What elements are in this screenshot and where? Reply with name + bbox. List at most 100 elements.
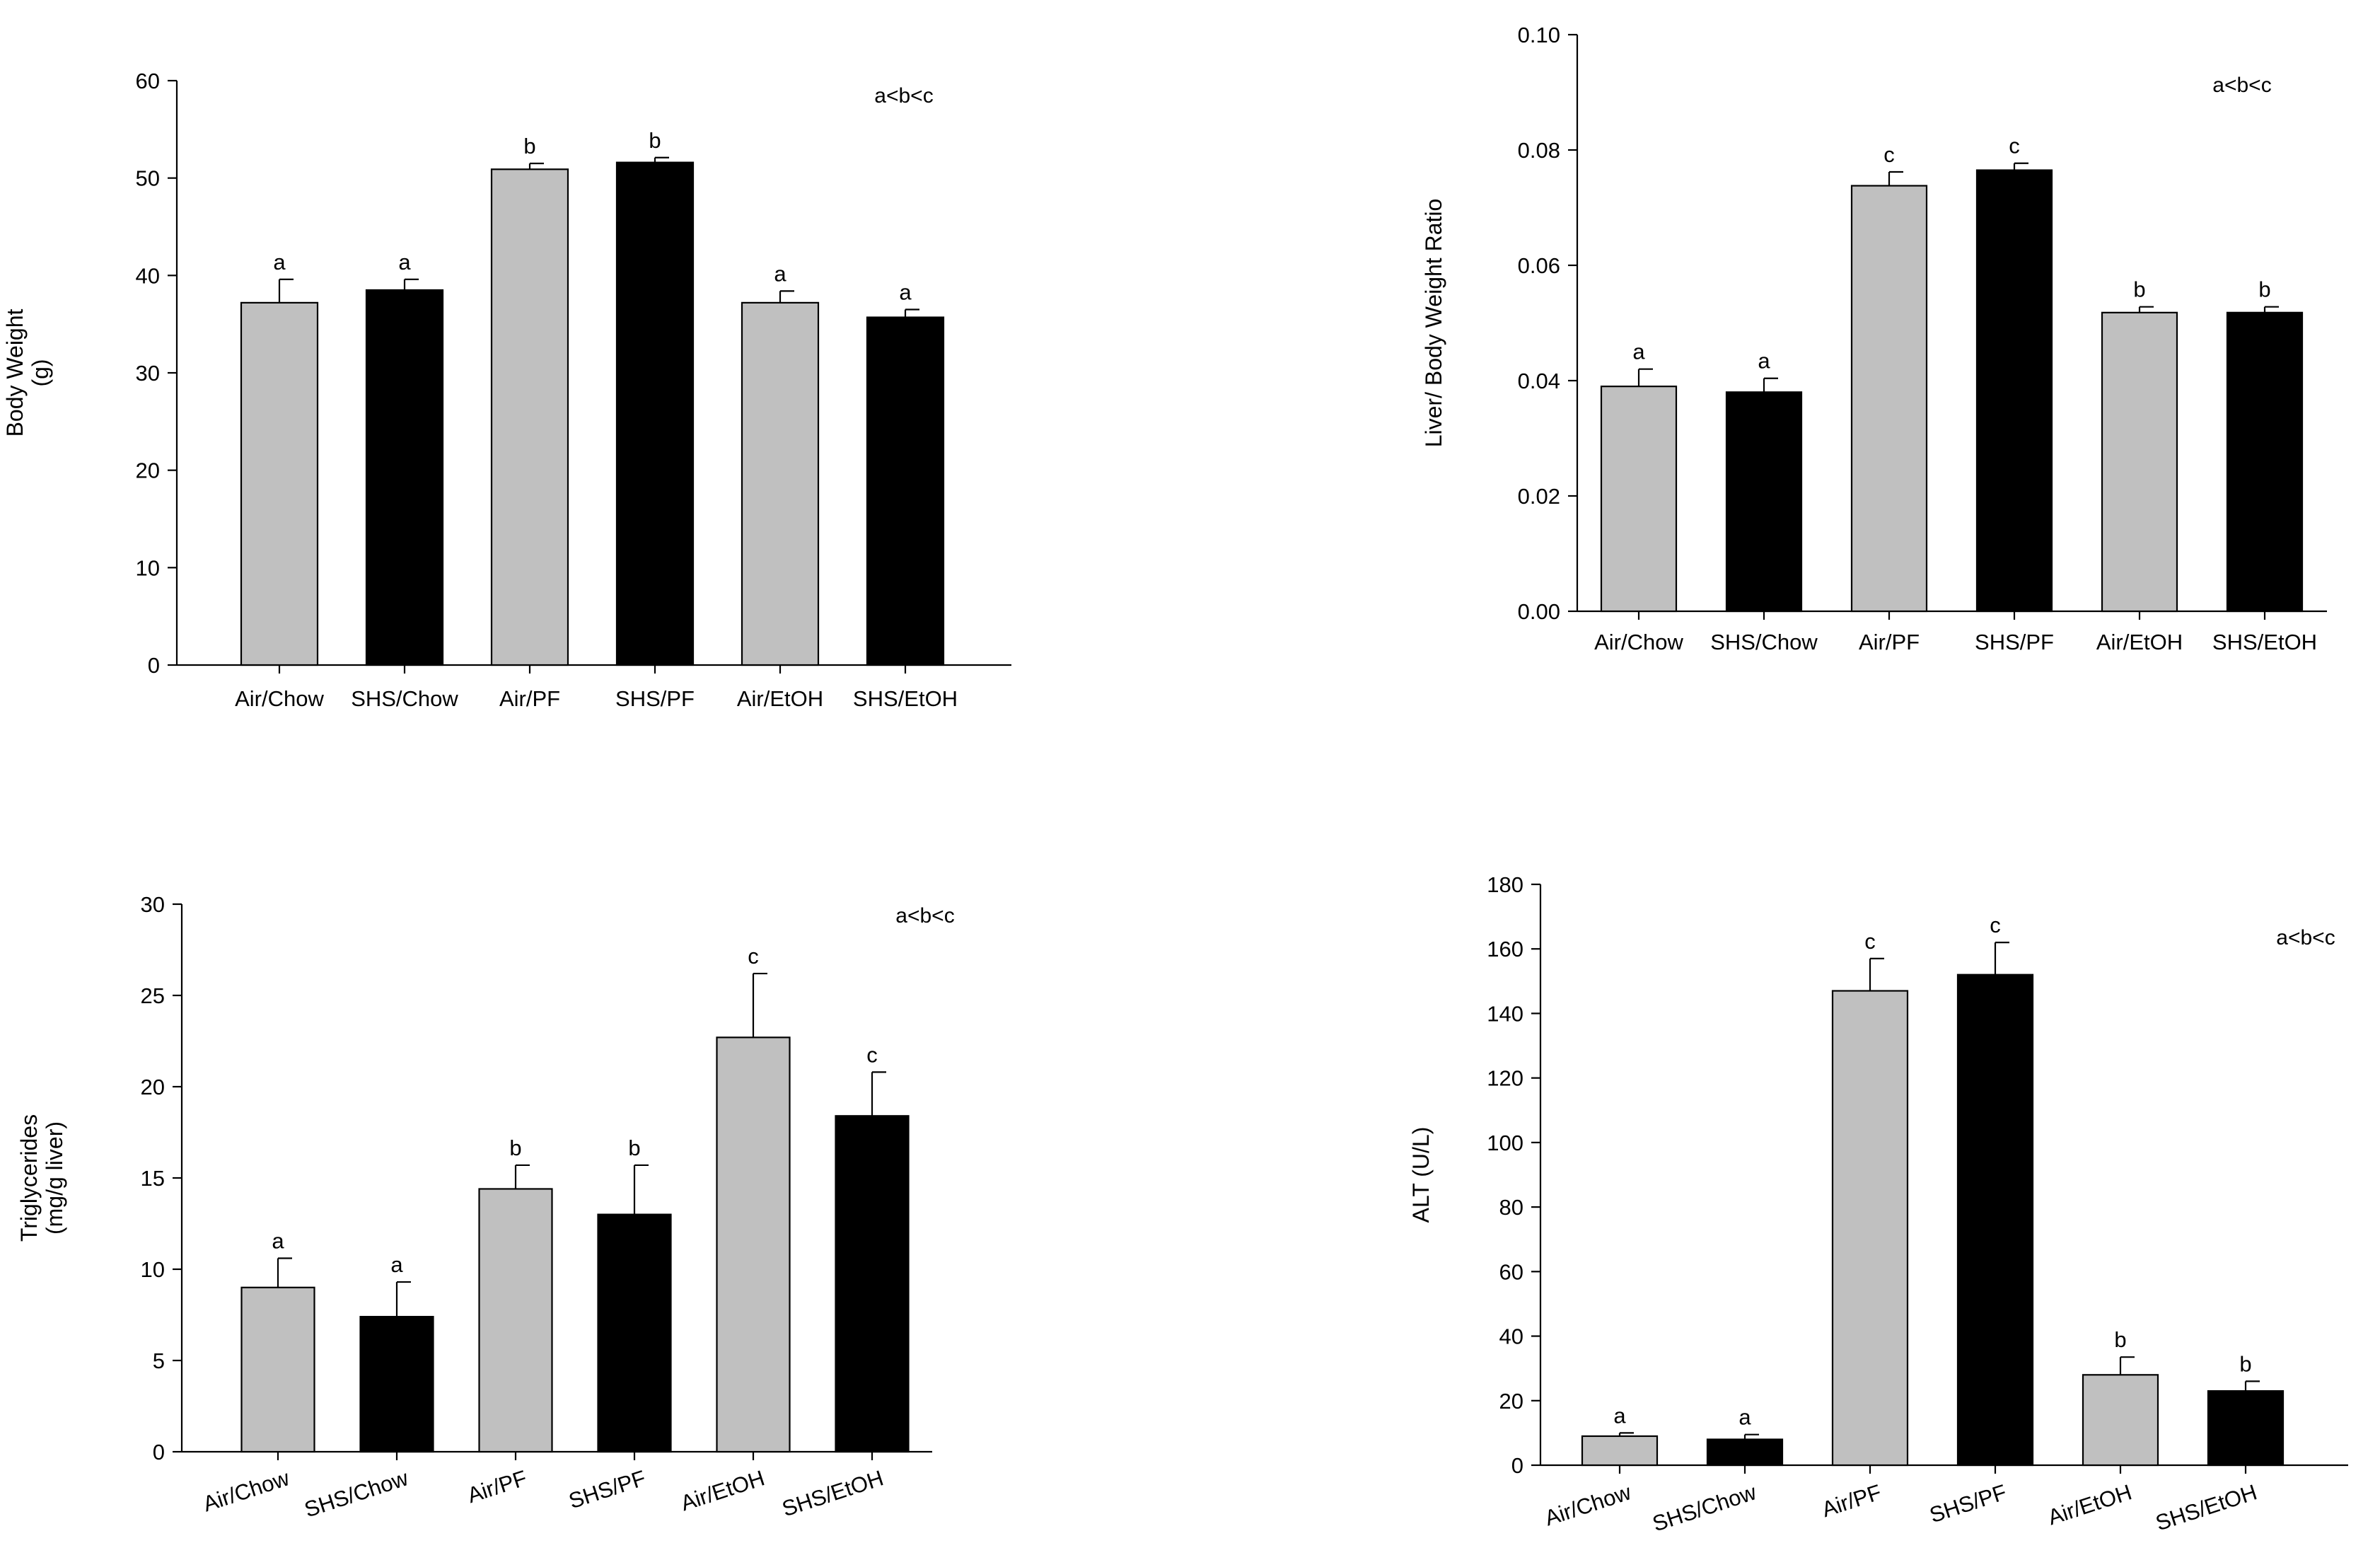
y-tick-label: 15 [141,1166,165,1191]
bar-shs-chow [1706,1438,1784,1467]
group-letter: b [509,1136,521,1160]
x-tick-label: Air/PF [464,1465,530,1508]
group-letter: c [748,944,759,969]
group-letter: b [2239,1351,2251,1376]
group-letter: c [1864,929,1876,954]
bar-shs-chow [1725,391,1803,613]
y-tick-label: 10 [141,1257,165,1282]
group-letter: c [2009,134,2020,158]
bar-shs-pf [1956,973,2034,1467]
y-tick-label: 20 [136,458,160,483]
bar-shs-etoh [2207,1389,2285,1467]
group-letter: b [2258,277,2270,302]
x-tick-label: SHS/PF [566,1465,649,1513]
bar-air-chow [240,301,319,666]
bar-air-pf [490,168,569,666]
y-axis-title: Body Weight [2,308,28,437]
y-tick-label: 80 [1499,1195,1523,1220]
group-letter: a [899,280,912,305]
x-tick-label: SHS/EtOH [853,686,958,711]
panel-body-weight: 0 10 20 30 40 50 60 Body Weight (g) a<b<c a Air/Cho… [2,69,1011,711]
y-tick-label: 60 [136,69,160,93]
x-tick-label: SHS/Chow [301,1465,412,1522]
y-tick-label: 0.00 [1518,599,1560,624]
group-letter: a [1613,1403,1626,1428]
group-letter: a [774,261,786,286]
x-tick-label: SHS/Chow [1649,1479,1760,1536]
y-tick-label: 180 [1487,872,1523,897]
bar-air-chow [1581,1435,1659,1467]
significance-note: a<b<c [874,84,933,108]
group-letter: a [390,1252,403,1277]
y-tick-label: 25 [141,983,165,1008]
group-letter: b [628,1136,640,1160]
bar-shs-pf [597,1213,672,1453]
group-letter: b [523,134,535,158]
x-tick-label: Air/Chow [1542,1479,1635,1530]
y-tick-label: 0.04 [1518,369,1560,393]
y-tick-label: 30 [136,361,160,386]
x-tick-label: Air/EtOH [678,1465,767,1515]
y-tick-label: 40 [136,263,160,288]
bar-shs-etoh [2226,311,2304,613]
x-tick-label: SHS/PF [1927,1479,2009,1527]
y-tick-label: 30 [141,892,165,917]
x-tick-label: Air/Chow [200,1465,293,1516]
y-tick-label: 0 [148,653,160,678]
y-axis-title: ALT (U/L) [1408,1127,1434,1223]
y-tick-label: 20 [1499,1389,1523,1414]
y-tick-label: 140 [1487,1001,1523,1026]
group-letter: c [1883,142,1895,167]
group-letter: a [1758,349,1770,374]
x-tick-label: SHS/PF [615,686,695,711]
group-letter: b [2133,277,2145,302]
x-tick-label: SHS/Chow [351,686,458,711]
bar-air-chow [240,1286,315,1453]
x-tick-label: SHS/EtOH [779,1465,886,1521]
y-tick-label: 0.06 [1518,253,1560,278]
bar-air-chow [1600,386,1678,613]
x-tick-label: Air/EtOH [2045,1479,2135,1530]
bar-air-etoh [2101,311,2178,613]
bar-air-etoh [2082,1374,2159,1467]
bar-air-etoh [716,1036,791,1453]
panel-triglycerides: 0 5 10 15 20 25 30 Triglycerides (mg/g liver) a<b… [16,892,955,1523]
y-tick-label: 0.02 [1518,484,1560,509]
bar-shs-pf [1975,169,2053,613]
x-tick-label: Air/PF [1859,630,1920,654]
y-tick-label: 0.08 [1518,138,1560,163]
group-letter: b [649,128,661,153]
bar-air-pf [1831,990,1909,1467]
y-axis-title: Triglycerides [16,1114,42,1242]
group-letter: a [273,250,286,275]
y-tick-label: 50 [136,166,160,191]
bar-shs-chow [365,289,444,666]
bar-air-etoh [741,301,820,666]
y-tick-label: 60 [1499,1259,1523,1284]
y-axis-title: (g) [28,359,53,386]
x-tick-label: Air/PF [499,686,560,711]
x-tick-label: Air/EtOH [737,686,823,711]
y-tick-label: 0 [153,1440,165,1464]
x-tick-label: Air/Chow [235,686,324,711]
y-axis-title: Liver/ Body Weight Ratio [1421,199,1446,448]
y-tick-label: 0.10 [1518,23,1560,47]
x-tick-label: Air/PF [1818,1479,1884,1522]
panel-alt: 0 20 40 60 80 100 120 140 160 180 ALT (U/L) a<b<c a A… [1408,872,2348,1537]
x-tick-label: SHS/Chow [1710,630,1818,654]
x-tick-label: SHS/EtOH [2152,1479,2260,1535]
x-tick-label: SHS/PF [1975,630,2054,654]
bar-shs-pf [615,161,695,666]
group-letter: a [1738,1405,1751,1430]
bar-shs-etoh [866,316,945,666]
significance-note: a<b<c [2212,74,2271,97]
group-letter: a [398,250,411,275]
x-tick-label: Air/EtOH [2096,630,2183,654]
bar-air-pf [478,1188,553,1453]
y-tick-label: 0 [1511,1453,1523,1478]
y-tick-label: 100 [1487,1131,1523,1155]
y-tick-label: 20 [141,1075,165,1099]
y-tick-label: 5 [153,1348,165,1373]
bar-shs-etoh [835,1115,910,1453]
y-axis-title: (mg/g liver) [42,1121,67,1235]
